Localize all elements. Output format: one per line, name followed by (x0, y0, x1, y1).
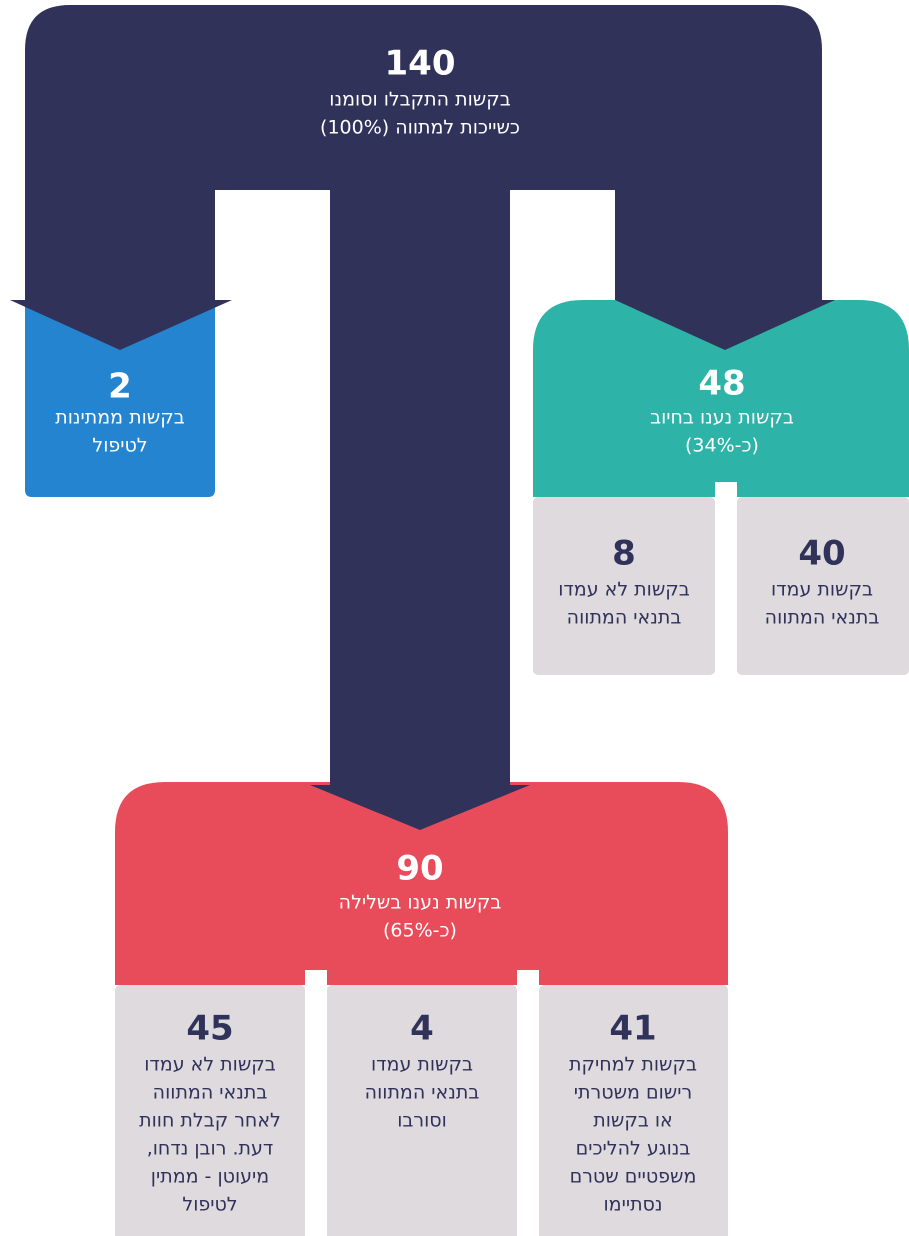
node-label: כשייכות למתווה (100%) (320, 117, 520, 139)
node-label: בקשות לא עמדו (558, 579, 690, 601)
node-label: מיעוטן - ממתין (151, 1166, 269, 1188)
node-label: בתנאי המתווה (153, 1082, 268, 1104)
sub-box (539, 985, 728, 1236)
node-value: 40 (798, 534, 845, 574)
node-label: רישום משטרתי (574, 1082, 692, 1104)
node-label: דעת. רובן נדחו, (147, 1138, 274, 1160)
node-label: בקשות נענו בחיוב (650, 407, 794, 429)
node-value: 48 (698, 364, 745, 404)
node-label: משפטיים שטרם (570, 1166, 697, 1188)
node-label: בנוגע להליכים (576, 1138, 691, 1160)
rejected-box (115, 782, 728, 985)
node-value: 140 (385, 44, 456, 84)
node-label: וסורבו (397, 1110, 447, 1132)
node-value: 2 (108, 367, 132, 407)
flow-arrows (10, 5, 835, 830)
node-label: בתנאי המתווה (365, 1082, 480, 1104)
approved-box (533, 300, 909, 497)
node-value: 8 (612, 534, 636, 574)
node-label: בקשות ממתינות (55, 407, 184, 429)
sub-box (327, 985, 517, 1236)
node-label: (כ-65%) (383, 920, 457, 942)
notch (305, 970, 327, 985)
node-label: לטיפול (92, 435, 147, 457)
node-value: 45 (186, 1009, 233, 1049)
node-label: או בקשות (593, 1110, 673, 1132)
pending-box (25, 300, 215, 497)
node-value: 41 (609, 1009, 656, 1049)
node-label: לטיפול (182, 1194, 237, 1216)
node-label: לאחר קבלת חוות (139, 1110, 281, 1132)
node-label: בקשות לא עמדו (144, 1054, 276, 1076)
notch (517, 970, 539, 985)
node-label: בקשות עמדו (771, 579, 873, 601)
node-label: בתנאי המתווה (765, 607, 880, 629)
notch (715, 482, 737, 497)
node-label: בקשות עמדו (371, 1054, 473, 1076)
node-label: בקשות למחיקת (569, 1054, 697, 1076)
node-value: 4 (410, 1009, 434, 1049)
node-label: בתנאי המתווה (567, 607, 682, 629)
node-label: (כ-34%) (685, 435, 759, 457)
sub-box (533, 497, 715, 675)
sub-box (115, 985, 305, 1236)
sub-box (737, 497, 909, 675)
node-label: נסתיימו (603, 1194, 662, 1216)
node-label: בקשות התקבלו וסומנו (329, 89, 510, 111)
node-value: 90 (396, 849, 443, 889)
node-label: בקשות נענו בשלילה (339, 892, 502, 914)
